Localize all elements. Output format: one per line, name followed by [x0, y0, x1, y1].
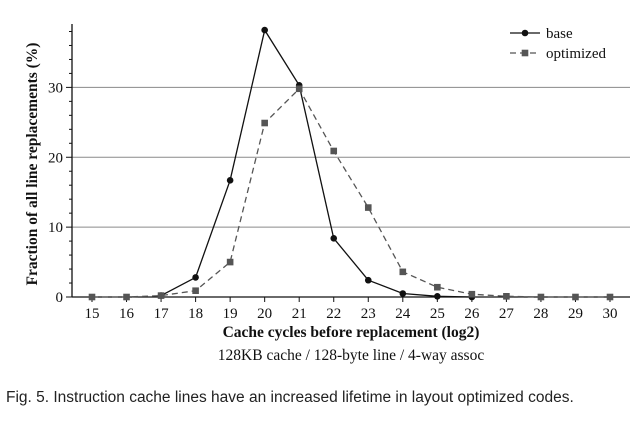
chart-subtitle: 128KB cache / 128-byte line / 4-way asso… [218, 347, 485, 364]
data-point-base [226, 177, 234, 184]
x-tick-label: 29 [568, 306, 583, 322]
series-line-optimized [92, 87, 610, 298]
x-tick-label: 15 [85, 306, 100, 322]
x-tick-label: 16 [119, 306, 135, 322]
y-tick-label: 0 [56, 290, 64, 306]
x-tick-label: 19 [223, 306, 238, 322]
legend-marker-base [521, 29, 529, 37]
data-point-optimized [157, 292, 165, 299]
x-tick-label: 18 [188, 306, 203, 322]
x-tick-label: 24 [395, 306, 411, 322]
legend-label-base: base [546, 26, 573, 42]
tick-labels: 0 10 20 30 15 16 17 18 19 20 21 22 23 24 25 26 27 28 29 30 [48, 80, 618, 322]
data-point-base [434, 293, 441, 300]
data-point-optimized [399, 268, 407, 276]
y-tick-label: 30 [48, 80, 63, 96]
data-point-optimized [330, 147, 338, 155]
data-point-optimized [364, 204, 372, 211]
data-point-base [192, 274, 199, 281]
data-point-optimized [88, 293, 96, 301]
x-tick-label: 25 [430, 306, 445, 322]
data-point-optimized [468, 290, 476, 298]
legend-marker-optimized [521, 49, 529, 57]
x-tick-label: 21 [292, 306, 307, 322]
x-tick-label: 30 [603, 306, 618, 322]
legend: base optimized [510, 26, 606, 62]
figure-caption: Fig. 5. Instruction cache lines have an … [6, 389, 574, 406]
data-point-optimized [537, 293, 545, 301]
x-tick-label: 28 [533, 306, 548, 322]
axes [66, 24, 630, 302]
x-tick-label: 17 [154, 306, 170, 322]
data-point-base [261, 26, 268, 34]
data-point-base [330, 235, 338, 242]
data-point-base [364, 276, 372, 284]
series-layer [88, 26, 614, 301]
x-tick-label: 22 [326, 306, 341, 322]
data-point-optimized [606, 293, 614, 301]
data-point-optimized [503, 293, 510, 300]
x-tick-label: 20 [257, 306, 272, 322]
grid-lines [72, 86, 630, 228]
data-point-optimized [192, 287, 199, 295]
y-tick-label: 10 [48, 220, 63, 236]
x-axis-label: Cache cycles before replacement (log2) [223, 324, 480, 341]
data-point-optimized [295, 85, 303, 93]
data-point-base [399, 290, 407, 297]
data-point-optimized [226, 258, 234, 266]
series-line-base [160, 28, 472, 298]
data-point-optimized [434, 283, 441, 291]
legend-label-optimized: optimized [546, 46, 606, 62]
y-axis-label: Fraction of all line replacements (%) [24, 43, 41, 286]
x-tick-label: 27 [499, 306, 515, 322]
x-tick-label: 26 [464, 306, 480, 322]
data-point-optimized [261, 119, 268, 127]
data-point-optimized [572, 293, 579, 301]
y-tick-label: 20 [48, 150, 63, 166]
x-tick-label: 23 [361, 306, 376, 322]
data-point-optimized [123, 293, 130, 301]
